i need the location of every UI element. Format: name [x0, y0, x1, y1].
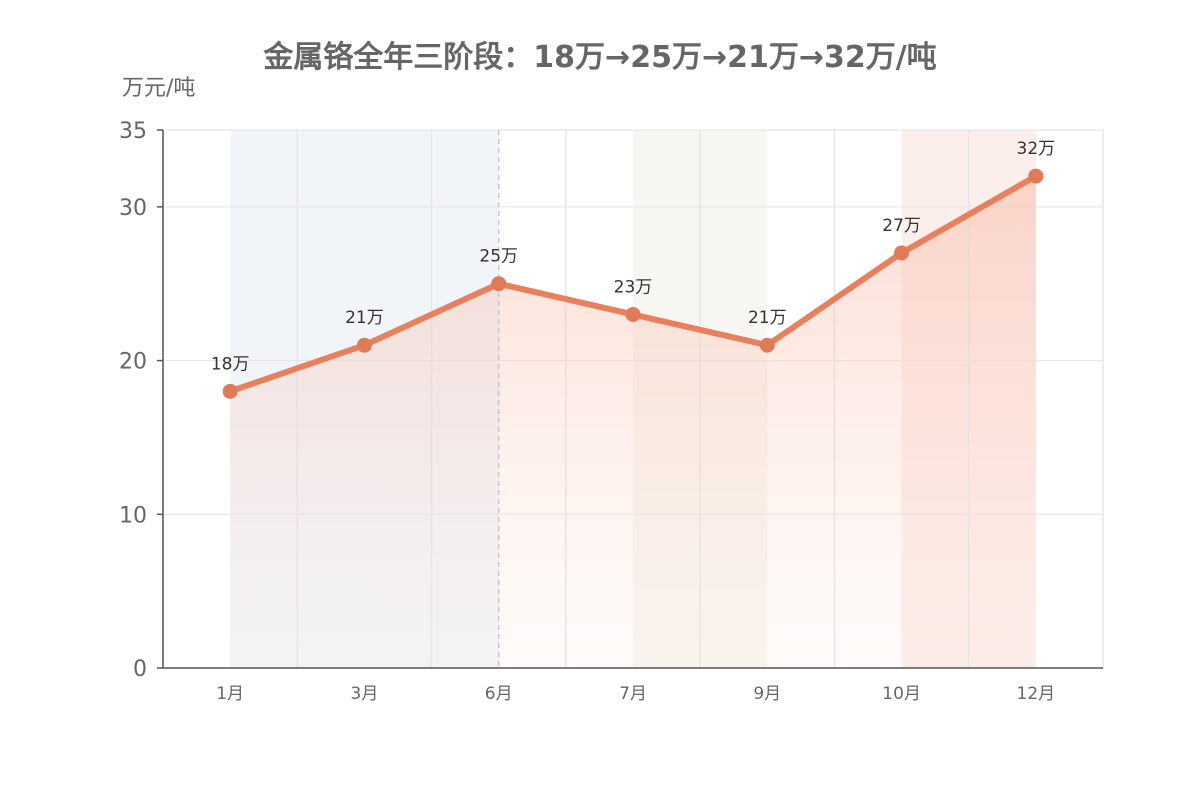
x-tick-label: 1月 — [216, 684, 244, 704]
data-point — [759, 337, 775, 353]
x-tick-label: 3月 — [351, 684, 379, 704]
data-point — [222, 383, 238, 399]
data-point — [356, 337, 372, 353]
data-label: 23万 — [614, 277, 653, 297]
x-tick-label: 7月 — [619, 684, 647, 704]
axes — [162, 130, 1103, 669]
chart-title: 金属铬全年三阶段：18万→25万→21万→32万/吨 — [263, 40, 937, 75]
y-tick-label: 20 — [119, 350, 147, 375]
data-label: 27万 — [882, 216, 921, 236]
data-point — [1028, 168, 1044, 184]
x-ticks: 1月 3月 6月 7月 9月 10月 12月 — [216, 684, 1055, 704]
y-tick-label: 35 — [119, 119, 147, 144]
y-tick-label: 10 — [119, 503, 147, 528]
data-point — [894, 245, 910, 261]
x-tick-label: 6月 — [485, 684, 513, 704]
series-points — [222, 168, 1044, 399]
data-point — [491, 276, 507, 292]
x-tick-label: 10月 — [882, 684, 921, 704]
data-labels: 18万 21万 25万 23万 21万 27万 32万 — [211, 139, 1055, 374]
data-label: 25万 — [479, 247, 518, 267]
x-tick-label: 12月 — [1017, 684, 1056, 704]
x-tick-label: 9月 — [753, 684, 781, 704]
y-ticks: 0 10 20 30 35 — [119, 119, 163, 682]
data-label: 32万 — [1017, 139, 1056, 159]
data-label: 18万 — [211, 354, 250, 374]
data-label: 21万 — [748, 308, 787, 328]
data-label: 21万 — [345, 308, 384, 328]
data-point — [625, 306, 641, 322]
y-tick-label: 30 — [119, 196, 147, 221]
y-axis-label: 万元/吨 — [122, 76, 195, 101]
y-tick-label: 0 — [133, 657, 147, 682]
